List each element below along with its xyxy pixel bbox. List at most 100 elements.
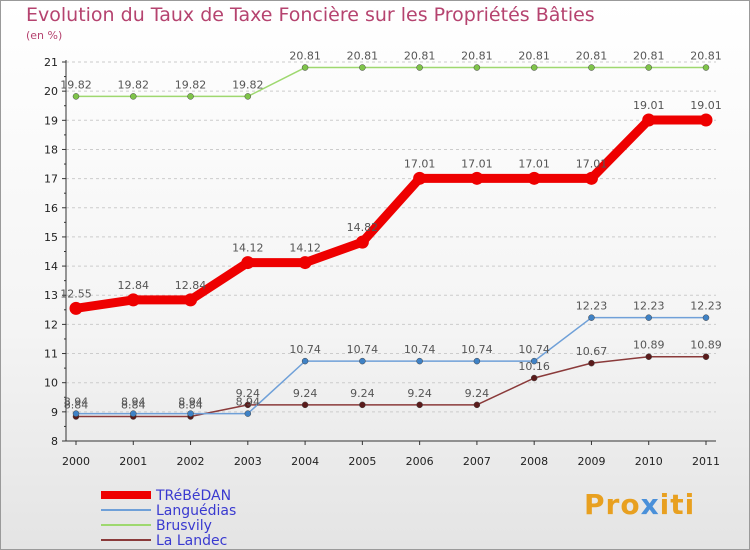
data-label: 20.81	[576, 50, 608, 63]
data-point	[359, 64, 366, 71]
data-point	[642, 113, 656, 127]
data-point	[530, 64, 538, 71]
series-lines	[69, 64, 713, 420]
data-label: 9.24	[465, 387, 490, 400]
data-point	[72, 93, 80, 100]
data-label: 8.84	[64, 399, 89, 412]
y-tick-label: 20	[44, 85, 58, 98]
data-label: 19.01	[690, 99, 722, 112]
x-tick-label: 2001	[119, 455, 147, 468]
data-label: 8.94	[178, 396, 203, 409]
y-tick-label: 13	[44, 289, 58, 302]
data-point	[473, 401, 481, 409]
data-label: 14.12	[289, 242, 321, 255]
data-label: 12.23	[576, 300, 608, 313]
data-label: 10.67	[576, 345, 608, 358]
data-point	[301, 357, 309, 365]
data-point	[72, 410, 80, 417]
proxiti-logo: Proxiti	[584, 488, 696, 521]
data-label: 9.24	[407, 387, 432, 400]
data-point	[416, 401, 423, 409]
data-label: 19.82	[60, 78, 92, 91]
data-label: 12.84	[118, 279, 150, 292]
data-point	[130, 93, 137, 100]
y-tick-label: 10	[44, 377, 58, 390]
x-tick-label: 2006	[406, 455, 434, 468]
chart-title: Evolution du Taux de Taxe Foncière sur l…	[26, 4, 595, 26]
x-tick-label: 2011	[692, 455, 720, 468]
y-tick-label: 18	[44, 143, 58, 156]
data-label: 20.81	[347, 50, 379, 63]
data-label: 12.23	[690, 300, 722, 313]
data-label: 10.74	[404, 343, 436, 356]
data-label: 8.94	[236, 396, 261, 409]
data-point	[588, 64, 595, 71]
data-point	[413, 171, 427, 185]
y-tick-label: 15	[44, 231, 58, 244]
data-point	[645, 314, 652, 321]
legend-label: TRéBéDAN	[155, 488, 231, 504]
x-tick-label: 2004	[291, 455, 319, 468]
data-labels: 19.82 19.82 19.82 19.82 20.81 20.81 20.81 20.81…	[60, 50, 722, 412]
data-label: 10.16	[518, 360, 550, 373]
data-label: 8.84	[121, 399, 146, 412]
data-point	[126, 293, 140, 307]
data-point	[645, 64, 652, 71]
x-tick-label: 2009	[577, 455, 605, 468]
data-point	[473, 64, 481, 71]
data-point	[301, 64, 309, 71]
data-label: 10.89	[633, 339, 665, 352]
data-point	[416, 357, 423, 365]
data-point	[69, 301, 83, 315]
data-label: 8.94	[121, 396, 146, 409]
data-label: 20.81	[289, 50, 321, 63]
data-point	[702, 353, 710, 360]
data-point	[301, 401, 309, 409]
y-tick-label: 11	[44, 348, 58, 361]
data-point	[530, 374, 538, 382]
x-tick-label: 2010	[635, 455, 663, 468]
data-label: 10.74	[461, 343, 493, 356]
data-label: 12.55	[60, 287, 92, 300]
data-label: 19.82	[175, 78, 207, 91]
data-point	[298, 256, 312, 270]
y-tick-label: 14	[44, 260, 58, 273]
grid-lines	[66, 61, 716, 413]
y-tick-label: 21	[44, 56, 58, 69]
data-label: 19.01	[633, 99, 665, 112]
data-point	[359, 401, 366, 409]
data-point	[244, 401, 252, 409]
series-line-2	[75, 66, 707, 98]
data-label: 9.24	[293, 387, 318, 400]
data-point	[530, 357, 538, 365]
series-line-1	[75, 316, 707, 415]
data-label: 12.84	[175, 279, 207, 292]
data-point	[244, 93, 252, 100]
data-label: 20.81	[690, 50, 722, 63]
y-tick-label: 12	[44, 318, 58, 331]
data-point	[241, 256, 255, 270]
data-point	[470, 171, 484, 185]
y-tick-label: 19	[44, 114, 58, 127]
x-tick-label: 2000	[62, 455, 90, 468]
series-line-0	[71, 115, 711, 313]
data-point	[187, 93, 194, 100]
legend-label: La Landec	[156, 533, 227, 549]
data-label: 20.81	[461, 50, 493, 63]
data-label: 10.89	[690, 339, 722, 352]
data-label: 20.81	[518, 50, 550, 63]
data-label: 20.81	[404, 50, 436, 63]
y-tick-label: 8	[51, 435, 58, 448]
data-label: 9.24	[350, 387, 375, 400]
data-label: 10.74	[518, 343, 550, 356]
data-label: 9.24	[236, 387, 261, 400]
data-label: 20.81	[633, 50, 665, 63]
data-point	[584, 171, 598, 185]
data-point	[244, 410, 252, 417]
data-point	[184, 293, 198, 307]
data-label: 17.01	[404, 157, 436, 170]
data-label: 10.74	[289, 343, 321, 356]
